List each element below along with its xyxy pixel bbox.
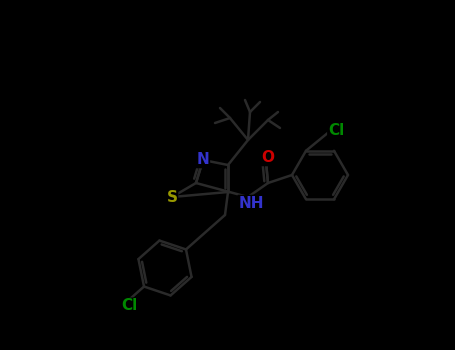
- Text: Cl: Cl: [328, 123, 344, 138]
- Text: NH: NH: [238, 196, 264, 210]
- Text: O: O: [262, 150, 274, 166]
- Text: N: N: [197, 153, 209, 168]
- Text: S: S: [167, 189, 177, 204]
- Text: Cl: Cl: [121, 298, 137, 313]
